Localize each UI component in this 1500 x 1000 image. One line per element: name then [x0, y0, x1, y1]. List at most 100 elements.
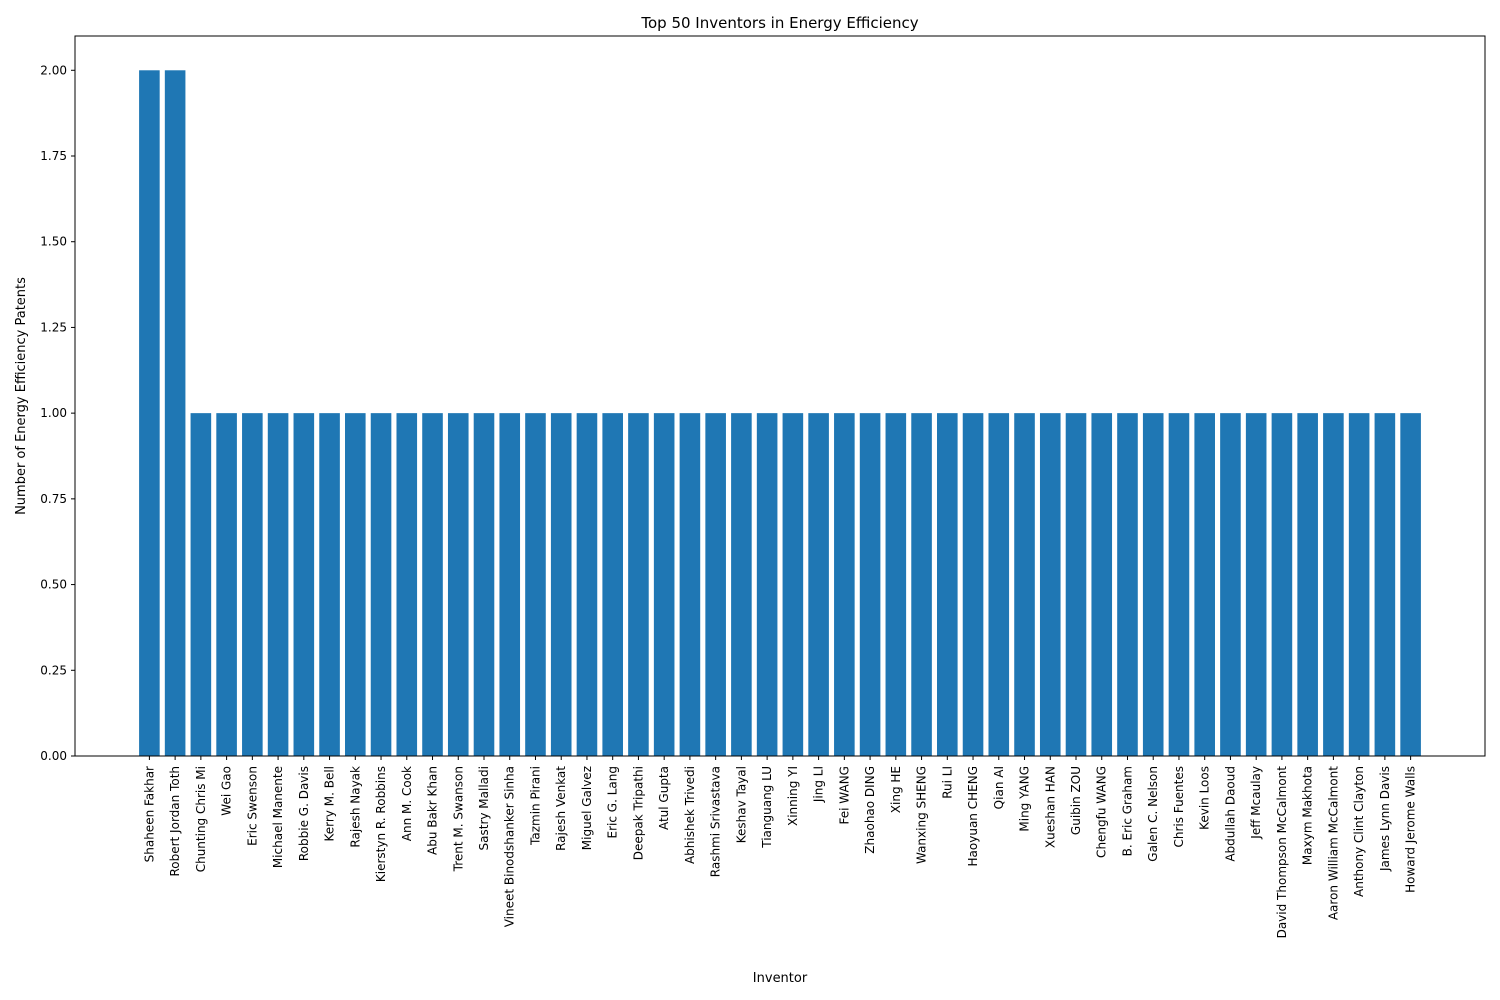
bar — [1297, 413, 1318, 756]
bar — [1400, 413, 1421, 756]
x-axis: Shaheen Fakhar Robert Jordan Toth Chunting… — [142, 756, 1417, 938]
x-tick-label: Deepak Tripathi — [631, 766, 645, 860]
x-tick-label: Abu Bakr Khan — [426, 766, 440, 855]
chart-title: Top 50 Inventors in Energy Efficiency — [640, 14, 918, 32]
x-tick-label: Rajesh Nayak — [348, 766, 362, 848]
bar — [1220, 413, 1241, 756]
x-tick-label: Eric Swenson — [245, 766, 259, 846]
bar — [705, 413, 726, 756]
x-tick-label: Guibin ZOU — [1069, 766, 1083, 835]
x-tick-label: Galen C. Nelson — [1146, 766, 1160, 862]
bar — [602, 413, 623, 756]
bar — [1375, 413, 1396, 756]
bar — [886, 413, 907, 756]
x-tick-label: Michael Manente — [271, 766, 285, 868]
bar — [1040, 413, 1061, 756]
bar — [1246, 413, 1267, 756]
x-tick-label: Ann M. Cook — [400, 766, 414, 841]
bar — [499, 413, 520, 756]
x-tick-label: Keshav Tayal — [734, 766, 748, 843]
bar — [216, 413, 237, 756]
bar — [1014, 413, 1035, 756]
bar — [808, 413, 829, 756]
x-tick-label: Wanxing SHENG — [915, 766, 929, 864]
bar — [319, 413, 340, 756]
x-tick-label: Jing LI — [812, 766, 826, 803]
x-tick-label: Xing HE — [889, 766, 903, 813]
x-tick-label: Eric G. Lang — [606, 766, 620, 838]
x-tick-label: Zhaohao DING — [863, 766, 877, 854]
bar — [294, 413, 315, 756]
bar — [757, 413, 778, 756]
x-tick-label: Fei WANG — [837, 766, 851, 824]
x-tick-label: Atul Gupta — [657, 766, 671, 830]
x-tick-label: Robert Jordan Toth — [168, 766, 182, 877]
y-tick-label: 0.50 — [40, 578, 67, 592]
x-tick-label: David Thompson McCalmont — [1275, 766, 1289, 939]
x-tick-label: Kevin Loos — [1198, 766, 1212, 830]
bar — [1349, 413, 1370, 756]
bar — [783, 413, 804, 756]
bar — [628, 413, 649, 756]
bar — [1066, 413, 1087, 756]
x-tick-label: Miguel Galvez — [580, 766, 594, 850]
bar — [577, 413, 598, 756]
x-tick-label: Chengfu WANG — [1095, 766, 1109, 858]
x-tick-label: Wei Gao — [220, 766, 234, 816]
x-tick-label: Shaheen Fakhar — [142, 766, 156, 862]
bar — [165, 70, 186, 756]
bar — [371, 413, 392, 756]
x-tick-label: Xinning YI — [786, 766, 800, 826]
x-tick-label: Kerry M. Bell — [323, 766, 337, 842]
x-tick-label: Anthony Clint Clayton — [1352, 766, 1366, 897]
bars-group — [139, 70, 1421, 756]
bar — [937, 413, 958, 756]
x-tick-label: Maxym Makhota — [1301, 766, 1315, 865]
x-tick-label: Kierstyn R. Robbins — [374, 766, 388, 882]
y-axis-label: Number of Energy Efficiency Patents — [14, 277, 29, 515]
x-axis-label: Inventor — [753, 971, 808, 986]
y-tick-label: 0.25 — [40, 663, 67, 677]
y-tick-label: 0.75 — [40, 492, 67, 506]
x-tick-label: Tazmin Pirani — [528, 766, 542, 846]
bar — [834, 413, 855, 756]
bar — [242, 413, 263, 756]
bar — [680, 413, 701, 756]
bar — [448, 413, 469, 756]
bar — [963, 413, 984, 756]
bar — [474, 413, 495, 756]
x-tick-label: Tianguang LU — [760, 766, 774, 849]
x-tick-label: Howard Jerome Walls — [1404, 766, 1418, 893]
bar — [1194, 413, 1215, 756]
x-tick-label: Vineet Binodshanker Sinha — [503, 766, 517, 927]
x-tick-label: Haoyuan CHENG — [966, 766, 980, 866]
bar — [1143, 413, 1164, 756]
x-tick-label: Trent M. Swanson — [451, 766, 465, 872]
bar — [525, 413, 546, 756]
bar — [1323, 413, 1344, 756]
bar — [1091, 413, 1112, 756]
bar — [422, 413, 443, 756]
y-tick-label: 2.00 — [40, 63, 67, 77]
bar — [911, 413, 932, 756]
bar — [654, 413, 675, 756]
y-tick-label: 0.00 — [40, 749, 67, 763]
bar — [396, 413, 417, 756]
bar — [551, 413, 572, 756]
bar — [860, 413, 881, 756]
x-tick-label: Qian AI — [992, 766, 1006, 809]
x-tick-label: Rashmi Srivastava — [709, 766, 723, 877]
bar — [191, 413, 212, 756]
x-tick-label: Rui LI — [940, 766, 954, 799]
x-tick-label: James Lynn Davis — [1378, 766, 1392, 872]
x-tick-label: Chunting Chris Mi — [194, 766, 208, 872]
bar — [139, 70, 160, 756]
bar — [345, 413, 366, 756]
x-tick-label: Abdullah Daoud — [1223, 766, 1237, 862]
x-tick-label: Xueshan HAN — [1043, 766, 1057, 848]
bar — [1169, 413, 1190, 756]
bar — [988, 413, 1009, 756]
bar — [1117, 413, 1138, 756]
